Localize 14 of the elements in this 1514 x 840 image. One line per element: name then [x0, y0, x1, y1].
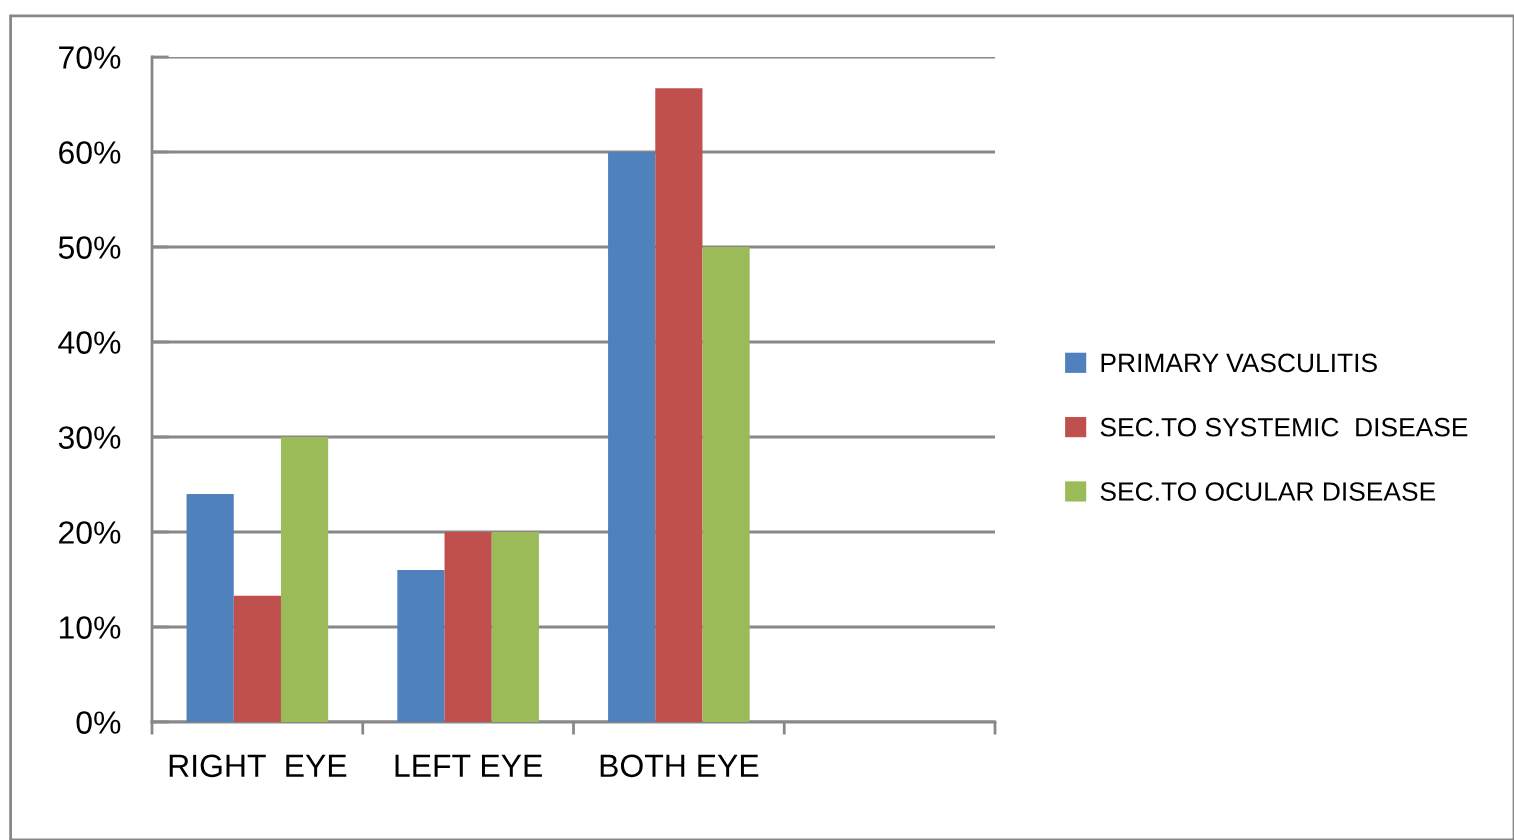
legend-label: SEC.TO OCULAR DISEASE: [1100, 482, 1436, 501]
x-tick-label: RIGHT EYE: [169, 754, 347, 778]
y-tick-label: 20%: [59, 521, 121, 544]
y-tick-label: 30%: [58, 426, 121, 449]
y-tick-label: 60%: [59, 141, 121, 164]
x-tick-label: LEFT EYE: [395, 754, 542, 777]
y-tick-label: 50%: [58, 236, 121, 259]
y-tick-label: 70%: [59, 46, 121, 69]
legend-label: PRIMARY VASCULITIS: [1101, 353, 1377, 373]
y-tick-label: 0%: [76, 711, 121, 734]
y-tick-label: 10%: [59, 616, 121, 639]
legend-label: SEC.TO SYSTEMIC DISEASE: [1100, 417, 1468, 437]
x-tick-label: BOTH EYE: [600, 754, 759, 778]
y-tick-label: 40%: [58, 331, 121, 354]
